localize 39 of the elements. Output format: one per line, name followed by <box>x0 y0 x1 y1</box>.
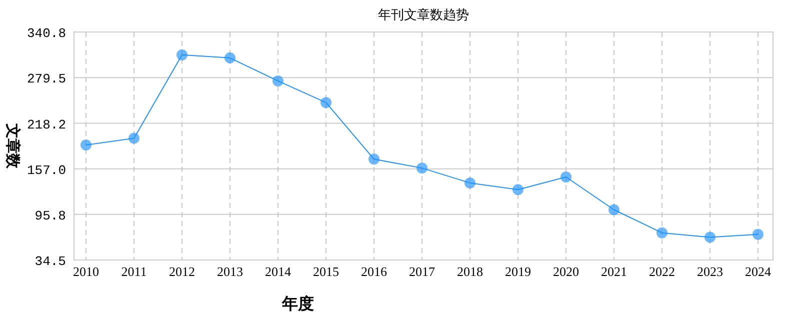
x-tick-label: 2019 <box>505 264 531 279</box>
y-tick-label: 157.0 <box>26 162 66 178</box>
point <box>608 204 620 216</box>
y-tick-label: 279.5 <box>26 72 66 87</box>
x-tick-label: 2018 <box>457 264 483 279</box>
point <box>416 162 428 174</box>
x-tick-label: 2022 <box>649 264 675 279</box>
x-tick-label: 2020 <box>553 264 579 279</box>
point <box>752 228 764 240</box>
point <box>704 232 716 243</box>
point <box>128 132 140 144</box>
chart-title: 年刊文章数趋势 <box>378 7 469 22</box>
x-tick-label: 2014 <box>265 264 292 279</box>
point <box>80 139 92 150</box>
x-tick-label: 2013 <box>217 264 243 279</box>
x-axis-title: 年度 <box>281 294 314 313</box>
point <box>224 52 236 64</box>
point <box>464 177 476 188</box>
x-tick-label: 2012 <box>169 264 195 279</box>
point <box>320 97 332 108</box>
x-tick-label: 2015 <box>313 264 339 279</box>
y-tick-label: 340.8 <box>26 26 66 41</box>
y-axis-title: 文章数 <box>4 122 22 170</box>
x-tick-label: 2016 <box>361 264 388 279</box>
point <box>656 227 668 238</box>
point <box>560 172 572 183</box>
x-tick-label: 2021 <box>601 264 627 279</box>
y-tick-label: 218.2 <box>26 117 66 132</box>
y-tick-label: 95.8 <box>34 208 66 224</box>
x-tick-label: 2023 <box>697 264 723 279</box>
x-tick-label: 2017 <box>409 264 436 279</box>
point <box>272 75 284 86</box>
y-tick-label: 34.5 <box>34 254 66 269</box>
x-tick-label: 2010 <box>73 264 99 279</box>
point <box>368 154 380 165</box>
x-tick-label: 2011 <box>121 264 147 279</box>
point <box>176 49 188 60</box>
point <box>512 184 524 196</box>
x-tick-label: 2024 <box>745 264 772 279</box>
